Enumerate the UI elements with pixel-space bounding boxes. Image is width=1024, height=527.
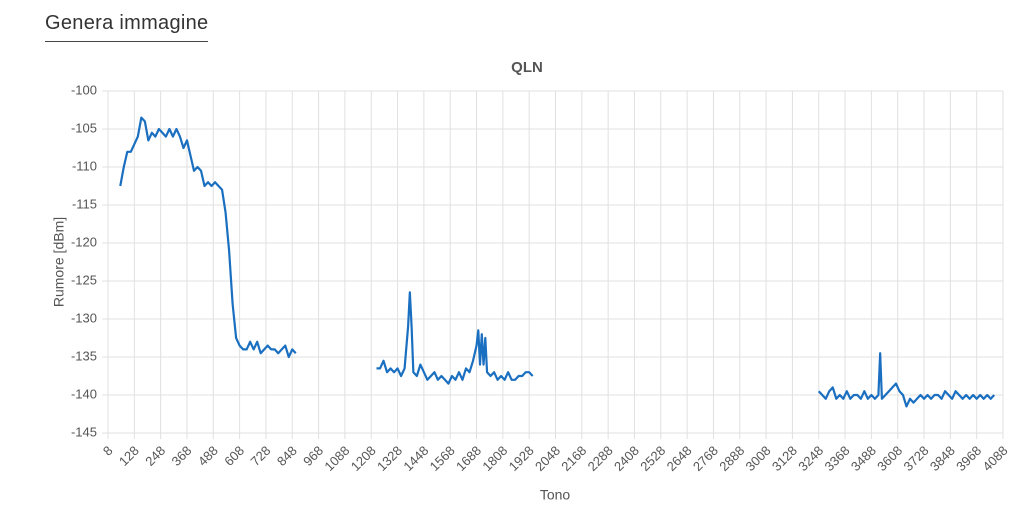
x-tick-label: 1808 (479, 443, 510, 474)
x-tick-label: 3128 (769, 443, 800, 474)
y-tick-label: -100 (71, 82, 97, 97)
y-tick-label: -135 (71, 348, 97, 363)
x-tick-label: 3008 (743, 443, 774, 474)
y-tick-label: -125 (71, 272, 97, 287)
x-tick-label: 2528 (637, 443, 668, 474)
x-tick-label: 2288 (585, 443, 616, 474)
x-tick-label: 3368 (822, 443, 853, 474)
x-tick-label: 1208 (348, 443, 379, 474)
x-tick-label: 368 (169, 443, 195, 469)
x-tick-label: 4088 (979, 443, 1010, 474)
x-tick-label: 3968 (953, 443, 984, 474)
x-tick-label: 3728 (901, 443, 932, 474)
x-tick-label: 608 (221, 443, 247, 469)
y-tick-label: -130 (71, 310, 97, 325)
y-tick-label: -115 (72, 196, 97, 211)
x-tick-label: 2048 (532, 443, 563, 474)
x-tick-label: 3488 (848, 443, 879, 474)
x-tick-label: 1568 (427, 443, 458, 474)
x-tick-label: 1928 (506, 443, 537, 474)
x-tick-label: 2768 (690, 443, 721, 474)
x-axis-label: Tono (540, 487, 571, 503)
x-tick-label: 8 (100, 443, 116, 459)
y-tick-label: -110 (72, 158, 97, 173)
x-tick-label: 2408 (611, 443, 642, 474)
x-tick-label: 1088 (321, 443, 352, 474)
y-tick-label: -145 (71, 424, 97, 439)
x-tick-label: 2888 (716, 443, 747, 474)
y-tick-label: -140 (71, 386, 97, 401)
x-tick-label: 248 (142, 443, 168, 469)
x-tick-label: 488 (195, 443, 221, 469)
x-tick-label: 128 (116, 443, 142, 469)
y-axis-label: Rumore [dBm] (51, 217, 67, 307)
y-tick-label: -120 (71, 234, 97, 249)
x-tick-label: 3848 (927, 443, 958, 474)
data-line (119, 116, 996, 408)
x-tick-label: 1448 (400, 443, 431, 474)
x-tick-label: 1688 (453, 443, 484, 474)
x-tick-label: 3248 (795, 443, 826, 474)
x-tick-label: 3608 (874, 443, 905, 474)
y-tick-label: -105 (71, 120, 97, 135)
page-header: Genera immagine (45, 12, 209, 42)
x-tick-label: 2168 (558, 443, 589, 474)
x-tick-label: 728 (248, 443, 274, 469)
chart-title: QLN (511, 59, 543, 76)
x-tick-label: 2648 (664, 443, 695, 474)
x-tick-label: 1328 (374, 443, 405, 474)
x-tick-label: 848 (274, 443, 300, 469)
